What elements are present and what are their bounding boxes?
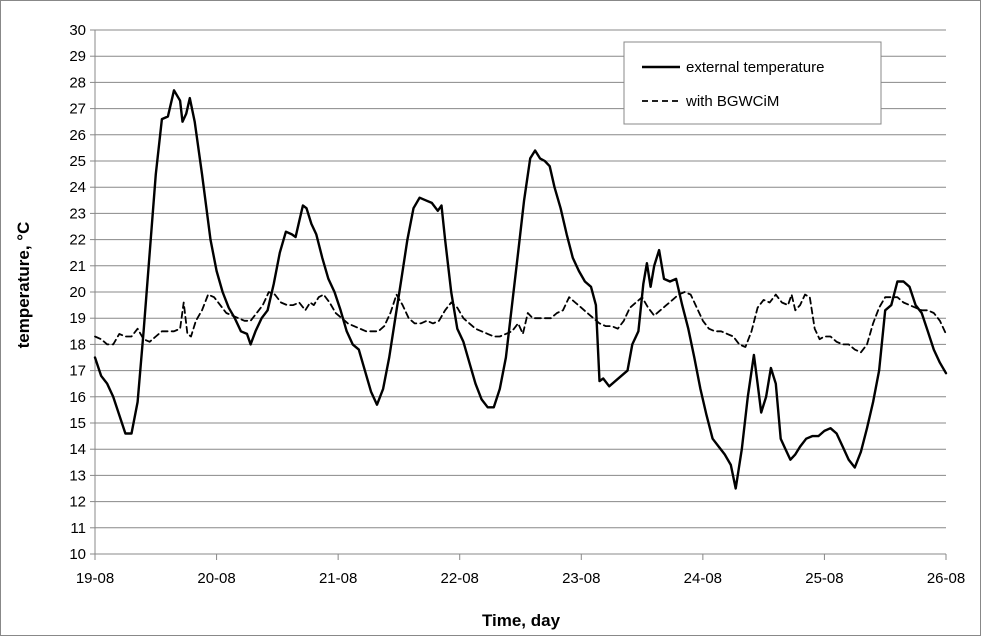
y-tick-label-25: 25 xyxy=(69,153,86,170)
y-tick-label-17: 17 xyxy=(69,363,86,380)
axes xyxy=(90,29,947,560)
x-tick-label-19-08: 19-08 xyxy=(76,570,114,587)
y-tick-label-10: 10 xyxy=(69,546,86,563)
y-tick-label-19: 19 xyxy=(69,310,86,327)
y-tick-label-15: 15 xyxy=(69,415,86,432)
y-tick-label-14: 14 xyxy=(69,441,86,458)
legend-label-external-temperature: external temperature xyxy=(686,59,824,76)
series-line-external-temperature xyxy=(93,89,948,490)
y-axis-title: temperature, °C xyxy=(14,222,33,349)
series-lines xyxy=(93,89,948,490)
x-tick-label-20-08: 20-08 xyxy=(197,570,235,587)
y-tick-label-11: 11 xyxy=(70,520,86,537)
y-tick-label-12: 12 xyxy=(69,494,86,511)
x-tick-label-21-08: 21-08 xyxy=(319,570,357,587)
y-tick-labels: 10 11 12 13 14 15 16 17 18 19 20 21 22 23 24 25 26 27 28 29… xyxy=(69,22,86,563)
y-tick-label-24: 24 xyxy=(69,179,86,196)
x-tick-labels: 19-08 20-08 21-08 22-08 23-08 24-08 25-08 26-08 xyxy=(76,570,965,587)
series-line-with-bgwcim xyxy=(94,291,947,354)
y-tick-label-28: 28 xyxy=(69,74,86,91)
y-tick-label-23: 23 xyxy=(69,205,86,222)
x-tick-label-22-08: 22-08 xyxy=(441,570,479,587)
x-tick-label-24-08: 24-08 xyxy=(684,570,722,587)
y-tick-label-13: 13 xyxy=(69,467,86,484)
x-tick-label-26-08: 26-08 xyxy=(927,570,965,587)
y-tick-label-27: 27 xyxy=(69,101,86,118)
y-tick-label-30: 30 xyxy=(69,22,86,39)
y-tick-label-29: 29 xyxy=(69,48,86,65)
legend-box xyxy=(623,41,882,125)
y-tick-label-21: 21 xyxy=(69,258,86,275)
x-axis-title: Time, day xyxy=(482,611,561,630)
y-tick-label-18: 18 xyxy=(69,336,86,353)
y-tick-label-26: 26 xyxy=(69,127,86,144)
y-tick-label-16: 16 xyxy=(69,389,86,406)
legend-label-with-bgwcim: with BGWCiM xyxy=(685,93,779,110)
y-tick-label-22: 22 xyxy=(69,232,86,249)
y-tick-label-20: 20 xyxy=(69,284,86,301)
x-tick-label-25-08: 25-08 xyxy=(805,570,843,587)
x-tick-label-23-08: 23-08 xyxy=(562,570,600,587)
legend: external temperature with BGWCiM xyxy=(623,41,882,125)
